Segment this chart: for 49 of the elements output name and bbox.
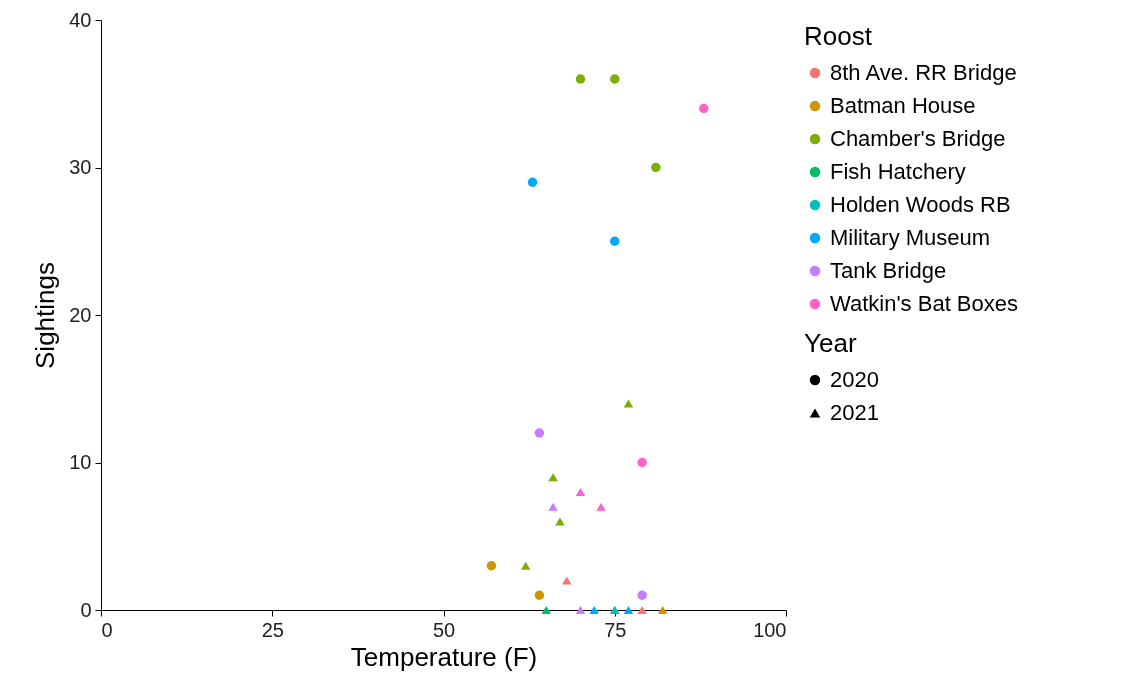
y-tick-label: 10 [69, 451, 92, 473]
point [534, 428, 545, 438]
point [575, 487, 586, 497]
point [555, 517, 565, 526]
legend-label: Watkin's Bat Boxes [830, 291, 1019, 316]
point [575, 605, 586, 615]
x-tick-label: 75 [604, 618, 627, 641]
legend-label: Holden Woods RB [830, 192, 1011, 217]
point [562, 576, 572, 585]
point [548, 502, 558, 511]
legend-title: Roost [804, 21, 873, 51]
point [589, 605, 599, 615]
point [637, 457, 647, 468]
point [520, 561, 531, 570]
legend-label: Chamber's Bridge [830, 126, 1006, 151]
point [637, 590, 647, 600]
y-tick-label: 20 [69, 303, 92, 326]
point [610, 74, 620, 84]
x-tick-label: 0 [101, 618, 113, 641]
x-tick-label: 25 [261, 618, 284, 641]
y-axis-title: Sightings [30, 262, 61, 369]
legend-label: Tank Bridge [830, 258, 947, 283]
point [623, 605, 634, 615]
point [534, 590, 545, 600]
point [541, 605, 551, 615]
point [596, 502, 606, 511]
legend-label: Batman House [830, 93, 976, 118]
text: Year [804, 328, 857, 358]
legend-label: 8th Ave. RR Bridge [830, 60, 1017, 85]
point [486, 561, 497, 571]
y-tick-label: 40 [69, 8, 92, 31]
text: 2020 [830, 367, 879, 392]
point [699, 103, 709, 114]
x-tick-label: 100 [753, 618, 787, 641]
point [610, 236, 620, 246]
legend-label: Fish Hatchery [830, 159, 966, 184]
point [623, 399, 634, 408]
point [651, 162, 661, 173]
y-tick-label: 30 [69, 156, 92, 178]
x-tick-label: 50 [432, 618, 456, 641]
point [637, 605, 647, 615]
point [548, 473, 558, 482]
x-axis-title: Temperature (F) [350, 641, 538, 672]
point [527, 177, 538, 187]
legend-label: Military Museum [830, 225, 991, 250]
point [657, 605, 668, 615]
y-tick-label: 0 [80, 598, 92, 621]
point [575, 74, 586, 84]
text: 2021 [830, 400, 879, 425]
